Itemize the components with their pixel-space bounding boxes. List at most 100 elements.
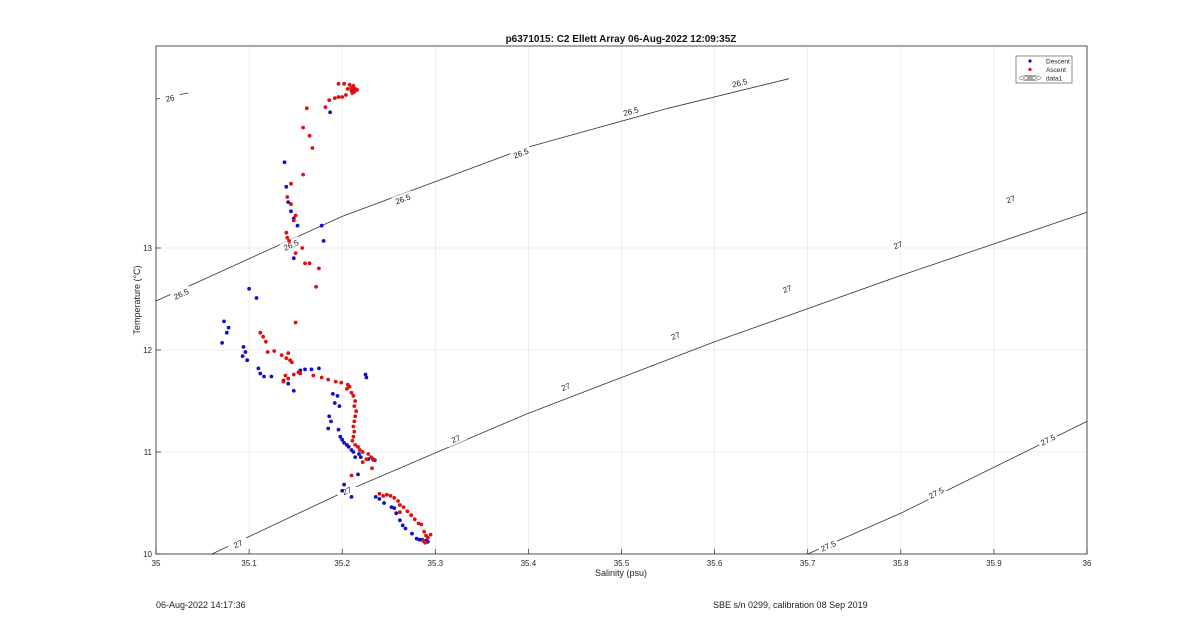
ascent-point — [356, 445, 360, 449]
legend-ascent-marker — [1028, 67, 1032, 72]
ascent-point — [342, 81, 346, 86]
ascent-point — [314, 284, 318, 289]
ascent-point — [290, 360, 294, 365]
y-tick-label: 13 — [143, 244, 152, 253]
ascent-point — [258, 330, 263, 335]
descent-point — [340, 437, 345, 442]
contour-label: 27 — [341, 485, 353, 497]
ascent-point — [350, 91, 355, 95]
ascent-point — [354, 409, 359, 414]
ascent-point — [364, 457, 369, 461]
descent-point — [335, 394, 340, 398]
x-tick-label: 35.2 — [334, 559, 350, 568]
ascent-point — [327, 98, 332, 102]
ascent-point — [340, 95, 345, 99]
ascent-point — [428, 532, 433, 537]
ascent-point — [366, 452, 371, 456]
descent-point — [331, 392, 335, 396]
legend-contour-icon — [1018, 75, 1042, 81]
ascent-point — [319, 375, 324, 380]
descent-point — [286, 381, 291, 386]
descent-point — [351, 450, 356, 454]
descent-point — [262, 374, 266, 379]
contour-label-bg — [925, 483, 948, 502]
ascent-point — [261, 334, 265, 339]
descent-point — [410, 531, 414, 536]
descent-point — [245, 358, 250, 363]
descent-point — [224, 330, 229, 335]
ascent-point — [289, 202, 293, 207]
footer-calibration: SBE s/n 0299, calibration 08 Sep 2019 — [713, 600, 868, 610]
ascent-point — [405, 509, 410, 514]
descent-point — [317, 366, 321, 371]
contour-label-bg — [335, 482, 359, 500]
descent-point — [282, 160, 287, 165]
descent-point — [256, 366, 261, 371]
ascent-point — [333, 379, 338, 384]
ascent-point — [284, 356, 289, 361]
ascent-point — [426, 535, 430, 540]
ascent-point — [281, 379, 286, 384]
ascent-point — [336, 81, 341, 86]
contour-label: 27 — [670, 330, 682, 342]
ascent-point — [349, 473, 354, 478]
descent-point — [373, 495, 378, 499]
ascent-point — [287, 239, 291, 243]
ascent-point — [298, 371, 303, 376]
x-tick-label: 35.9 — [986, 559, 1002, 568]
ascent-point — [332, 96, 337, 100]
y-tick-label: 10 — [143, 550, 152, 559]
ascent-point — [286, 376, 291, 381]
ascent-point — [351, 394, 356, 398]
descent-point — [289, 209, 293, 214]
contour-label: 27 — [232, 538, 244, 550]
contour-label: 27 — [450, 433, 462, 445]
descent-point — [358, 455, 363, 459]
ascent-point — [372, 458, 376, 463]
legend-data1-label: data1 — [1046, 76, 1063, 83]
ascent-point — [349, 86, 354, 90]
contour-label-bg — [999, 191, 1022, 208]
descent-point — [346, 445, 351, 449]
ascent-point — [264, 339, 268, 344]
contour-label-bg — [169, 285, 193, 303]
descent-point — [353, 455, 358, 459]
descent-point — [284, 184, 289, 189]
contour-label-bg — [664, 327, 687, 344]
descent-point — [321, 239, 326, 243]
ascent-point — [311, 373, 316, 378]
descent-point — [417, 537, 422, 542]
ascent-point — [307, 261, 312, 266]
x-tick-label: 35.6 — [707, 559, 723, 568]
ascent-point — [307, 133, 312, 138]
ascent-point — [351, 424, 356, 429]
descent-point — [326, 426, 331, 431]
descent-point — [328, 110, 332, 115]
contour-label: 26.5 — [622, 105, 640, 118]
descent-point — [303, 367, 307, 372]
contour-label-bg — [444, 430, 467, 448]
ascent-point — [300, 246, 305, 250]
ascent-point — [352, 419, 357, 424]
ascent-point — [293, 251, 298, 256]
ascent-point — [283, 373, 288, 378]
x-tick-label: 35.4 — [521, 559, 537, 568]
ascent-point — [284, 230, 289, 235]
ascent-point — [409, 513, 413, 518]
footer-timestamp: 06-Aug-2022 14:17:36 — [156, 600, 246, 610]
descent-point — [220, 341, 225, 345]
ascent-point — [392, 496, 397, 500]
descent-point — [342, 482, 346, 487]
descent-point — [392, 506, 397, 510]
contour-label: 26 — [165, 93, 176, 104]
contour-label: 27 — [1005, 194, 1017, 206]
ascent-point — [310, 146, 315, 150]
ascent-point — [419, 522, 424, 527]
contour-27.5 — [807, 421, 1088, 555]
ascent-point — [304, 106, 309, 111]
x-tick-label: 36 — [1083, 559, 1092, 568]
ascent-point — [291, 372, 296, 377]
ascent-point — [398, 503, 402, 507]
ascent-point — [352, 429, 357, 434]
contour-label: 27 — [782, 283, 794, 295]
